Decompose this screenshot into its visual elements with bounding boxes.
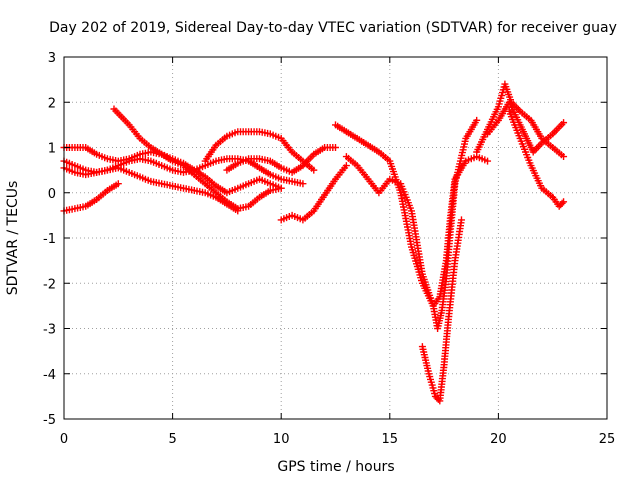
- x-tick-label: 25: [599, 432, 616, 447]
- data-point: [558, 199, 566, 207]
- series-arc-n: [505, 107, 568, 210]
- y-tick-label: -1: [43, 232, 56, 247]
- series-layer: [60, 80, 568, 405]
- data-point: [114, 180, 122, 188]
- y-tick-label: -5: [43, 413, 56, 428]
- data-point: [457, 216, 465, 224]
- series-arc-j: [342, 153, 492, 310]
- data-point: [560, 198, 568, 206]
- data-point: [332, 144, 339, 151]
- x-tick-label: 5: [168, 432, 176, 447]
- x-tick-label: 10: [273, 432, 290, 447]
- data-point: [473, 116, 481, 124]
- series-arc-m: [484, 98, 568, 156]
- x-tick-label: 15: [382, 432, 399, 447]
- series-arc-e: [110, 105, 285, 213]
- y-tick-label: -2: [43, 277, 56, 292]
- data-point: [560, 119, 568, 127]
- y-tick-label: -4: [43, 368, 56, 383]
- chart-title: Day 202 of 2019, Sidereal Day-to-day VTE…: [49, 20, 617, 36]
- x-tick-label: 0: [60, 432, 68, 447]
- series-arc-g: [223, 144, 339, 176]
- series-arc-h: [277, 162, 350, 224]
- y-tick-label: -3: [43, 323, 56, 338]
- data-point: [342, 162, 350, 170]
- data-point: [277, 184, 285, 192]
- series-arc-f: [201, 128, 318, 174]
- data-point: [299, 180, 307, 188]
- y-tick-label: 2: [48, 96, 56, 111]
- tick-layer: 0 5 10 15 20 25 -5 -4 -3 -2 -1 0 1 2 3: [43, 51, 615, 447]
- data-point: [310, 166, 318, 174]
- data-point: [560, 153, 568, 161]
- data-point: [484, 157, 492, 165]
- x-tick-label: 20: [490, 432, 507, 447]
- series-arc-d: [60, 180, 122, 215]
- y-axis-label: SDTVAR / TECUs: [5, 181, 21, 296]
- y-tick-label: 3: [48, 51, 56, 66]
- y-tick-label: 1: [48, 142, 56, 157]
- y-tick-label: 0: [48, 187, 56, 202]
- series-line: [113, 108, 282, 210]
- series-arc-l: [473, 80, 568, 161]
- x-axis-label: GPS time / hours: [277, 459, 394, 475]
- series-arc-k: [418, 216, 465, 405]
